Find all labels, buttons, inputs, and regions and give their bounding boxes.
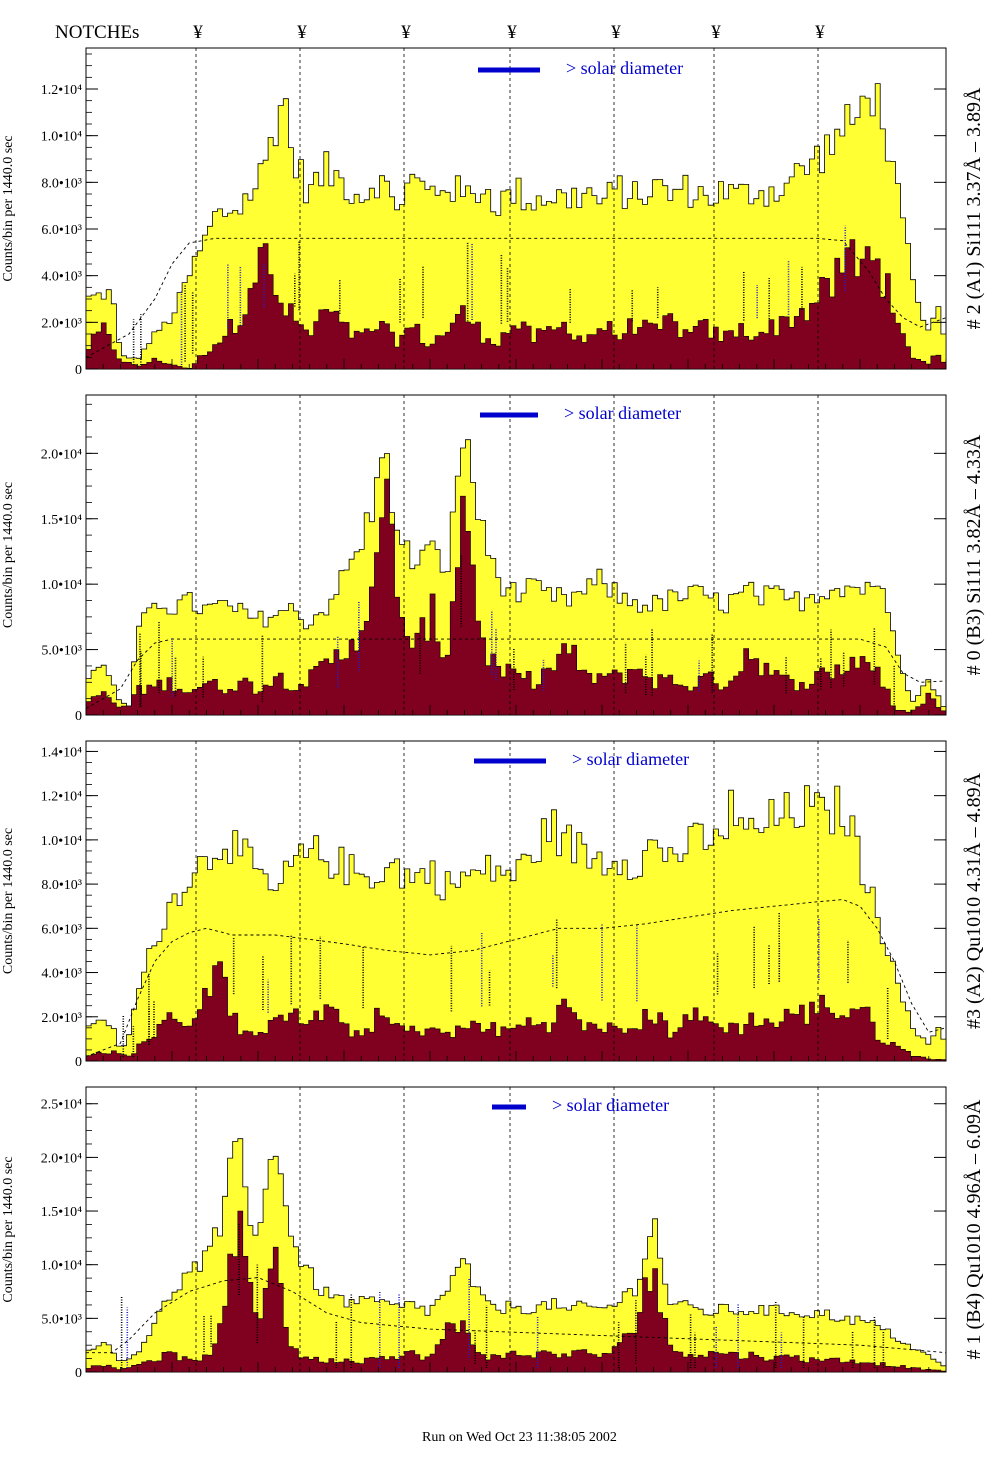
smoothed-curve	[85, 899, 947, 1058]
y-tick-label: 6.0•10³	[41, 223, 82, 238]
notch-marker-4: ¥	[507, 22, 517, 43]
legend-label: > solar diameter	[564, 403, 681, 423]
panel-title: #3 (A2) Qu1010 4.31Å – 4.89Å	[963, 772, 985, 1029]
y-tick-label: 2.0•10⁴	[41, 447, 82, 462]
y-tick-label: 1.5•10⁴	[41, 1205, 82, 1220]
notch-marker-2: ¥	[297, 22, 307, 43]
y-tick-label: 2.0•10³	[41, 316, 82, 331]
smoothed-curve	[85, 638, 947, 709]
smoothed-curve	[85, 237, 947, 358]
y-tick-label: 1.2•10⁴	[41, 790, 82, 805]
histogram-signal	[85, 239, 947, 370]
y-tick-label: 1.2•10⁴	[41, 83, 82, 98]
y-tick-label: 0	[75, 1366, 82, 1381]
y-tick-label: 2.0•10⁴	[41, 1151, 82, 1166]
panel-3: 0 2.0•10³ 4.0•10³ 6.0•10³ 8.0•10³ 1.0•10⁴ 1.2•…	[1, 740, 985, 1070]
y-axis-label: Counts/bin per 1440.0 sec	[1, 135, 16, 281]
y-tick-label: 8.0•10³	[41, 176, 82, 191]
y-tick-label: 4.0•10³	[41, 967, 82, 982]
y-tick-label: 4.0•10³	[41, 270, 82, 285]
legend-label: > solar diameter	[566, 58, 683, 78]
panel-4: 0 5.0•10³ 1.0•10⁴ 1.5•10⁴ 2.0•10⁴ 2.5•10⁴ Coun…	[1, 1086, 985, 1381]
legend-label: > solar diameter	[552, 1095, 669, 1115]
run-timestamp: Run on Wed Oct 23 11:38:05 2002	[422, 1430, 617, 1445]
y-tick-label: 1.0•10⁴	[41, 1259, 82, 1274]
y-tick-label: 0	[75, 363, 82, 378]
line-annotations	[139, 554, 896, 710]
y-tick-label: 5.0•10³	[41, 1312, 82, 1327]
panel-title: # 0 (B3) Si111 3.82Å – 4.33Å	[963, 434, 985, 675]
histogram-total	[85, 83, 947, 370]
legend-label: > solar diameter	[572, 749, 689, 769]
y-axis-label: Counts/bin per 1440.0 sec	[1, 482, 16, 628]
y-tick-label: 0	[75, 709, 82, 724]
y-tick-label: 2.5•10⁴	[41, 1098, 82, 1113]
notch-marker-5: ¥	[611, 22, 621, 43]
panel-2: 0 5.0•10³ 1.0•10⁴ 1.5•10⁴ 2.0•10⁴ Counts/bin …	[1, 394, 985, 724]
line-annotations	[120, 1223, 885, 1368]
panel-1: 0 2.0•10³ 4.0•10³ 6.0•10³ 8.0•10³ 1.0•10⁴ 1.2•…	[1, 47, 985, 378]
notch-marker-6: ¥	[711, 22, 721, 43]
y-tick-label: 1.0•10⁴	[41, 130, 82, 145]
histogram-signal	[85, 1210, 947, 1373]
y-tick-label: 0	[75, 1055, 82, 1070]
panel-title: # 1 (B4) Qu1010 4.96Å – 6.09Å	[963, 1099, 985, 1360]
histogram-total	[85, 439, 947, 716]
notch-marker-3: ¥	[401, 22, 411, 43]
y-tick-label: 2.0•10³	[41, 1011, 82, 1026]
y-tick-label: 1.0•10⁴	[41, 578, 82, 593]
chart-panels: 0 2.0•10³ 4.0•10³ 6.0•10³ 8.0•10³ 1.0•10⁴ 1.2•…	[1, 47, 985, 1381]
y-tick-label: 5.0•10³	[41, 644, 82, 659]
y-tick-label: 6.0•10³	[41, 922, 82, 937]
y-tick-label: 1.0•10⁴	[41, 834, 82, 849]
y-tick-label: 1.4•10⁴	[41, 745, 82, 760]
histogram-total	[85, 1138, 947, 1373]
smoothed-curve	[86, 1277, 947, 1354]
line-annotations	[122, 912, 889, 1057]
y-axis-label: Counts/bin per 1440.0 sec	[1, 828, 16, 974]
notch-marker-7: ¥	[815, 22, 825, 43]
notch-marker-1: ¥	[193, 22, 203, 43]
histogram-total	[85, 785, 947, 1062]
y-axis-label: Counts/bin per 1440.0 sec	[1, 1156, 16, 1302]
histogram-signal	[85, 961, 947, 1062]
y-tick-label: 8.0•10³	[41, 878, 82, 893]
notches-label: NOTCHEs	[55, 22, 139, 43]
notches-header: NOTCHEs ¥ ¥ ¥ ¥ ¥ ¥ ¥	[55, 22, 825, 43]
line-annotations	[132, 225, 847, 365]
y-tick-label: 1.5•10⁴	[41, 513, 82, 528]
panel-title: # 2 (A1) Si111 3.37Å – 3.89Å	[963, 87, 985, 329]
